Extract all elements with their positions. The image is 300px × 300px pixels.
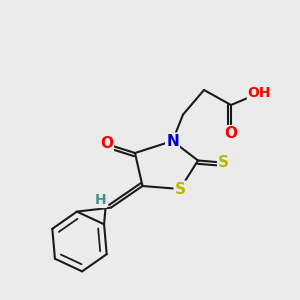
Text: O: O	[100, 136, 113, 152]
Text: OH: OH	[248, 86, 271, 100]
Text: O: O	[224, 126, 238, 141]
Text: S: S	[175, 182, 185, 196]
Text: N: N	[166, 134, 179, 148]
Text: S: S	[218, 155, 229, 170]
Text: H: H	[95, 193, 106, 207]
